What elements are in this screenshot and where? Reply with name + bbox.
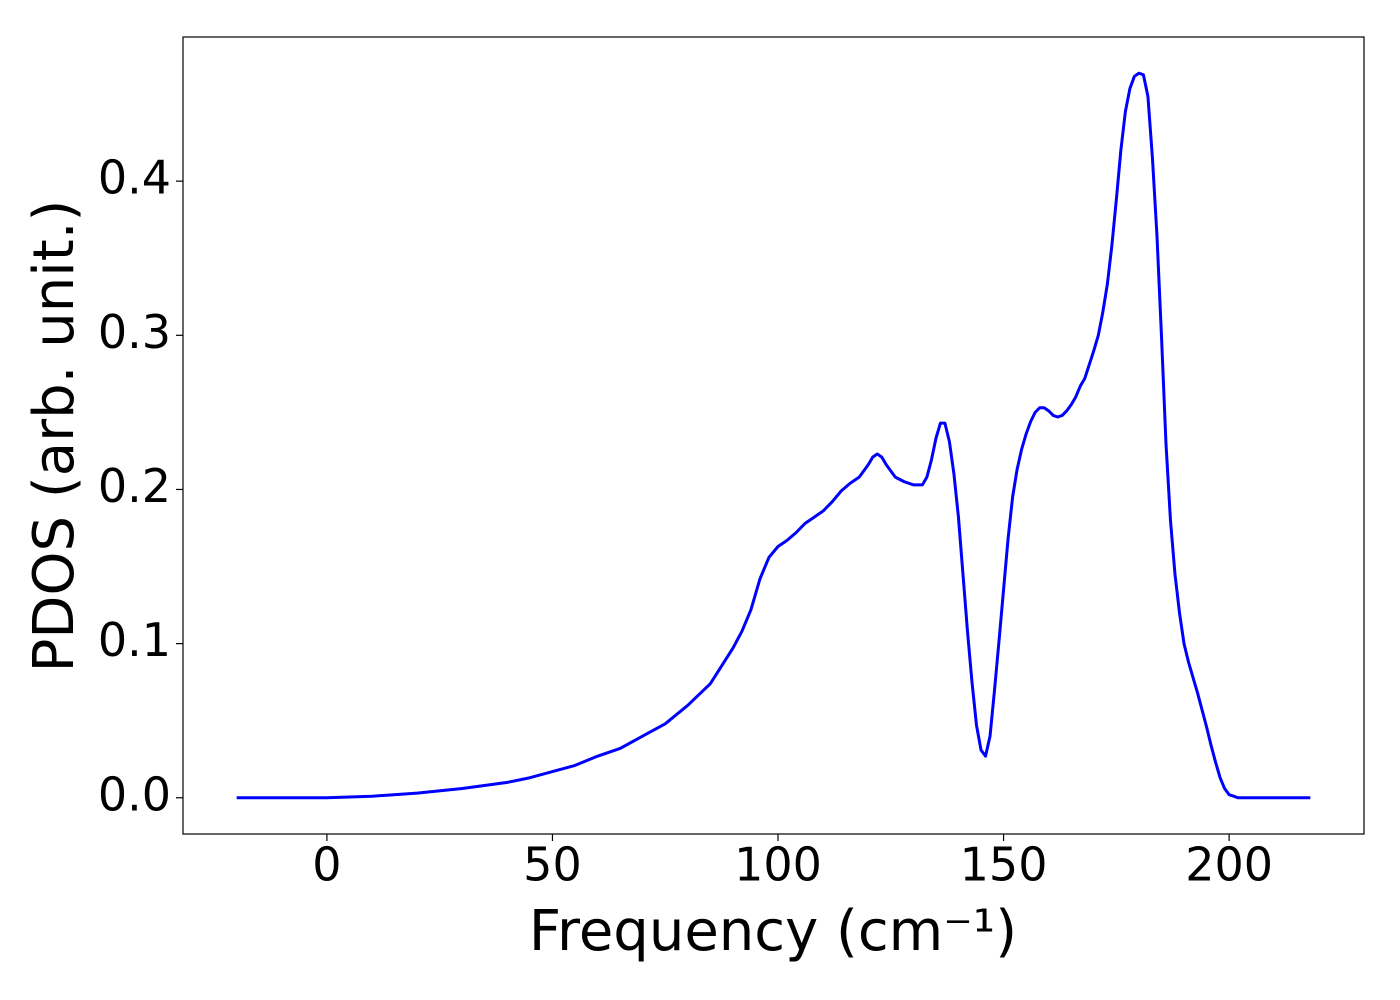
x-axis-label: Frequency (cm⁻¹) [529, 899, 1017, 964]
y-tick-label: 0.4 [98, 151, 171, 205]
line [236, 71, 1311, 800]
x-tick-label: 50 [523, 838, 582, 892]
y-tick-label: 0.2 [98, 459, 171, 513]
y-tick-label: 0.1 [98, 613, 171, 667]
x-tick-label: 150 [960, 838, 1048, 892]
x-tick-label: 200 [1185, 838, 1273, 892]
y-tick-label: 0.3 [98, 305, 171, 359]
plot-frame [182, 36, 1365, 835]
x-tick-label: 0 [312, 838, 341, 892]
x-tick-label: 100 [734, 838, 822, 892]
y-tick-label: 0.0 [98, 767, 171, 821]
y-axis-label: PDOS (arb. unit.) [22, 200, 87, 673]
